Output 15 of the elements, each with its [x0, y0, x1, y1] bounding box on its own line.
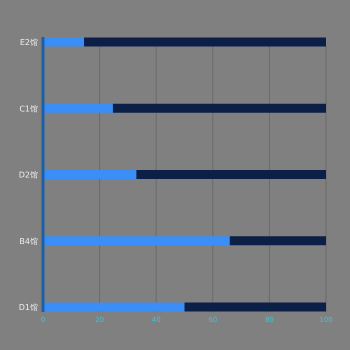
y-tick-label: D1馆	[18, 303, 38, 312]
y-tick-label: B4馆	[19, 236, 38, 246]
y-tick-label: E2馆	[20, 38, 38, 47]
bar	[43, 302, 184, 312]
bar	[43, 38, 84, 46]
bar	[43, 236, 230, 246]
y-tick-label: D2馆	[18, 170, 38, 180]
bar	[43, 104, 113, 113]
bar	[43, 170, 136, 179]
bar	[84, 38, 326, 46]
bar	[112, 104, 326, 113]
bar	[184, 302, 326, 312]
bar	[136, 170, 326, 179]
bar	[230, 236, 326, 246]
y-tick-label: C1馆	[19, 104, 38, 114]
